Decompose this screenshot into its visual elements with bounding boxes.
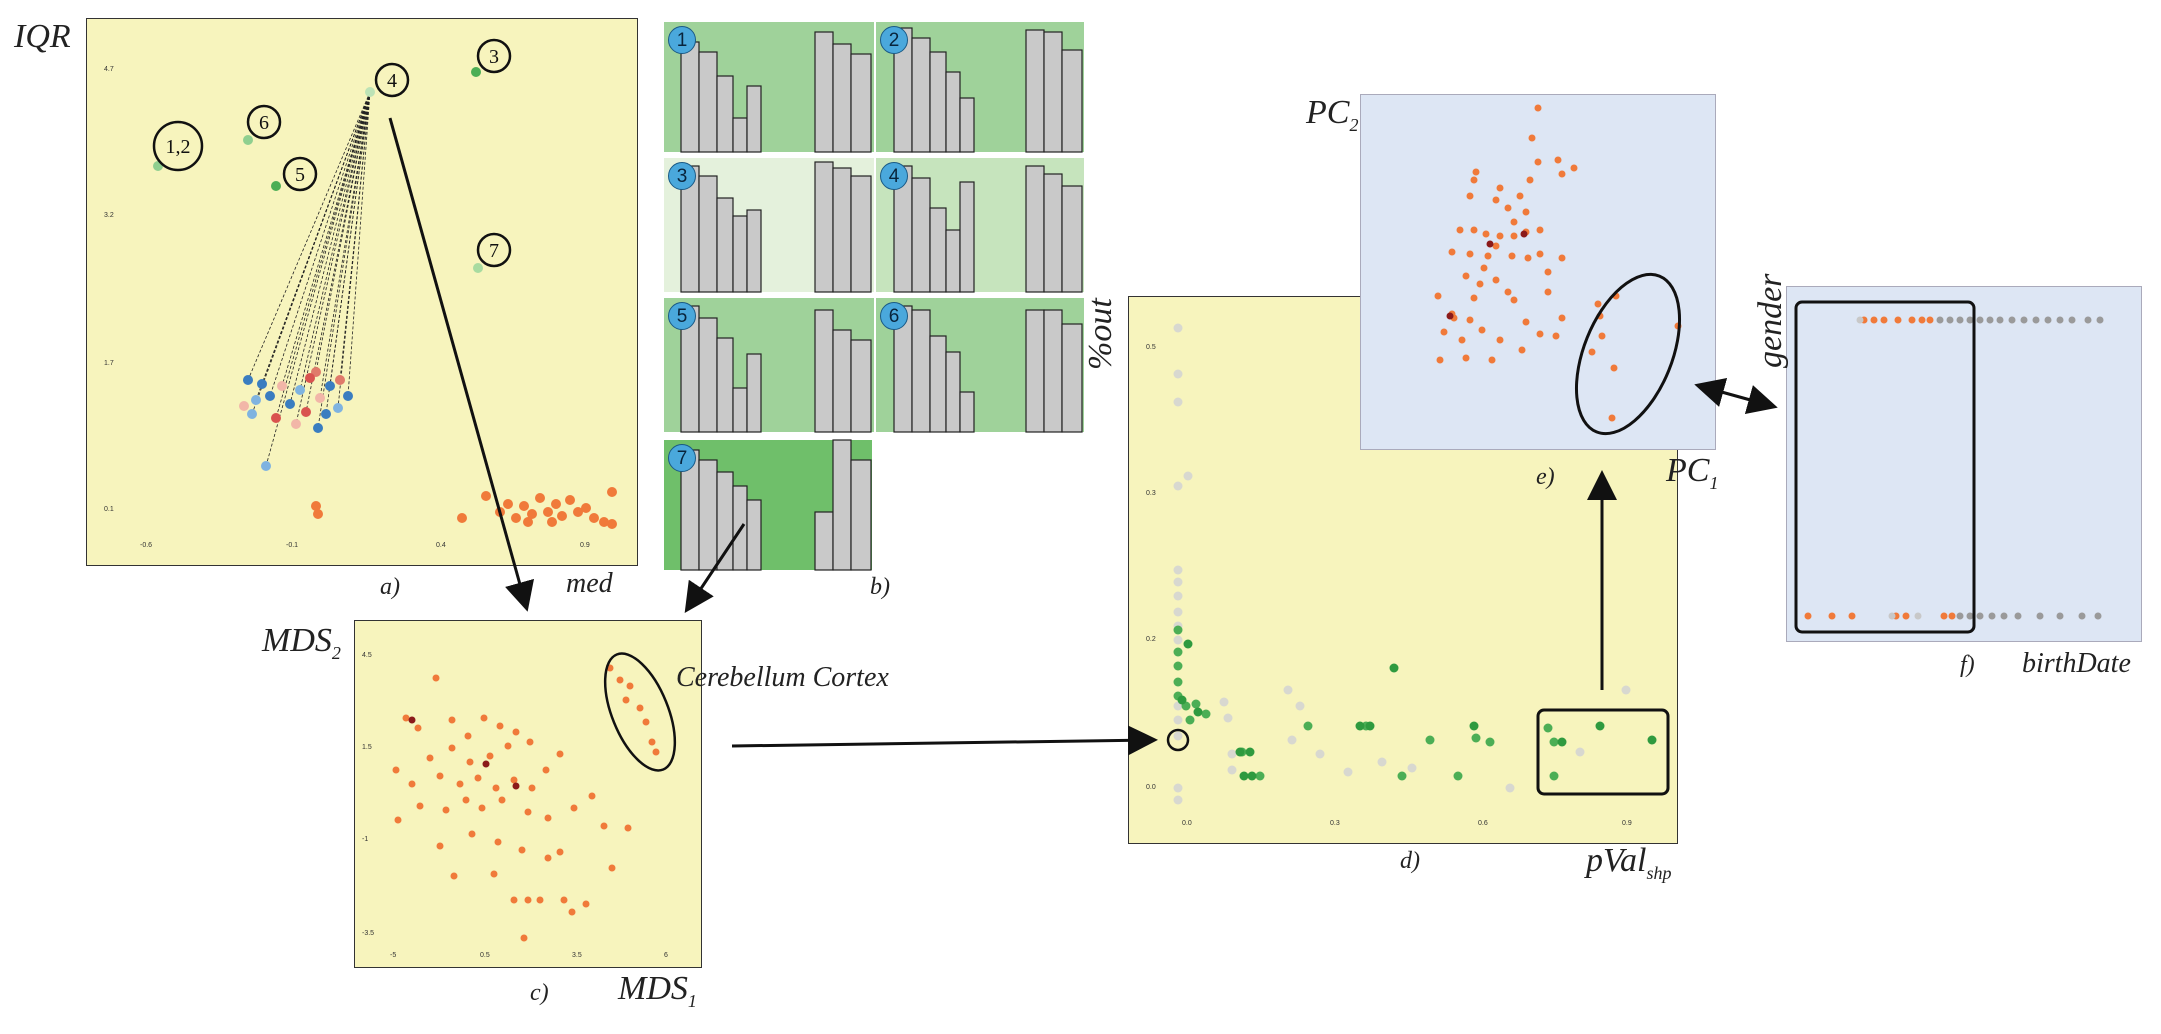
histogram-badge-3: 3 [668,162,696,190]
panel-f-plot [1786,286,2142,642]
arrow-b-to-c [684,523,746,613]
cerebellum-cortex-label: Cerebellum Cortex [676,662,889,693]
arrow-a-to-c [388,117,535,612]
cluster-label-7: 7 [489,240,499,262]
arrow-c-to-d [731,725,1158,756]
panel-d-ytick: 0.3 [1146,490,1156,497]
panel-a-xlabel: med [566,568,613,599]
panel-e-xlabel: PC1 [1666,452,1719,493]
panel-f-caption: f) [1960,652,1975,678]
panel-c-xtick: -5 [390,952,397,959]
panel-a-ylabel: IQR [14,18,71,55]
cluster-label-12: 1,2 [166,136,191,158]
cluster-label-6: 6 [259,112,269,134]
panel-d-ytick: 0.5 [1146,344,1156,351]
panel-a-xtick: -0.6 [140,542,153,549]
panel-a-plot [86,18,638,566]
panel-d-caption: d) [1400,848,1420,874]
panel-c-xtick: 0.5 [480,952,490,959]
panel-a-xtick: -0.1 [286,542,299,549]
histogram-badge-4: 4 [880,162,908,190]
panel-a-profile-points [239,367,353,471]
panel-c-xlabel: MDS1 [618,970,697,1011]
panel-d-ytick: 0.0 [1146,784,1156,791]
panel-b-caption: b) [870,574,890,600]
panel-d-xtick: 0.6 [1478,820,1488,827]
panel-d-xlabel: pValshp [1586,842,1672,883]
panel-a-cluster-points [153,67,483,273]
panel-a-ytick: 1.7 [104,360,114,367]
cluster-label-4: 4 [387,70,397,92]
panel-c-xtick: 3.5 [572,952,582,959]
panel-c-ytick: 1.5 [362,744,372,751]
histogram-badge-2: 2 [880,26,908,54]
panel-d-ytick: 0.2 [1146,636,1156,643]
panel-c-ytick: -1 [362,836,369,843]
panel-a-xtick: 0.9 [580,542,590,549]
panel-c-plot [354,620,702,968]
arrow-e-to-f [1694,377,1778,415]
panel-d-xtick: 0.3 [1330,820,1340,827]
panel-a-ytick: 4.7 [104,66,114,73]
panel-f-xlabel: birthDate [2022,648,2131,679]
panel-c-ytick: -3.5 [362,930,375,937]
panel-e-plot [1360,94,1716,450]
panel-c-caption: c) [530,980,549,1006]
panel-d-xtick: 0.0 [1182,820,1192,827]
panel-c-ytick: 4.5 [362,652,372,659]
panel-a-cluster-labels [152,38,512,268]
panel-a-ytick: 3.2 [104,212,114,219]
panel-e-caption: e) [1536,464,1555,490]
histogram-badge-1: 1 [668,26,696,54]
panel-a-xtick: 0.4 [436,542,446,549]
panel-d-xtick: 0.9 [1622,820,1632,827]
histogram-badge-7: 7 [668,444,696,472]
panel-a-orange-points [311,487,617,529]
panel-a-ytick: 0.1 [104,506,114,513]
panel-a-dashed-links [247,91,371,467]
panel-c-xtick: 6 [664,952,668,959]
histogram-badge-6: 6 [880,302,908,330]
panel-e-ylabel: PC2 [1306,94,1359,135]
panel-a-caption: a) [380,574,400,600]
histogram-badge-5: 5 [668,302,696,330]
cluster-label-3: 3 [489,46,499,68]
panel-c-ylabel: MDS2 [262,622,341,663]
cluster-label-5: 5 [295,164,305,186]
